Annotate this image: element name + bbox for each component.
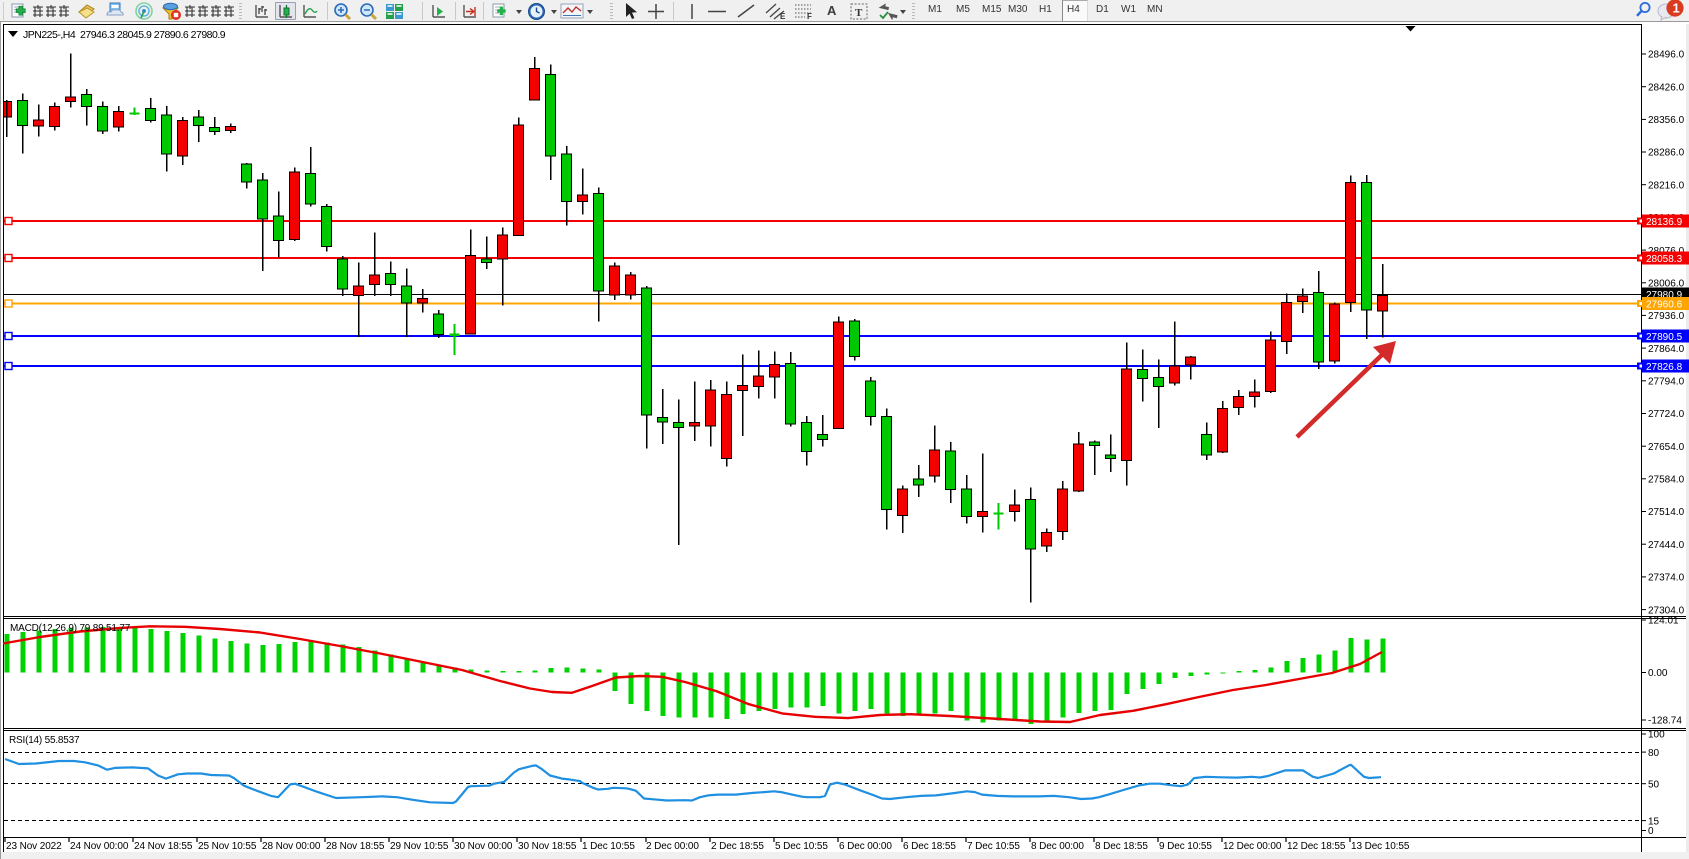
svg-text:27826.8: 27826.8 xyxy=(1646,362,1683,373)
svg-text:0.00: 0.00 xyxy=(1648,668,1668,679)
svg-text:9 Dec 10:55: 9 Dec 10:55 xyxy=(1159,841,1212,852)
svg-text:6 Dec 18:55: 6 Dec 18:55 xyxy=(903,841,956,852)
svg-text:50: 50 xyxy=(1648,779,1660,790)
svg-text:27794.0: 27794.0 xyxy=(1648,377,1685,388)
svg-text:12 Dec 00:00: 12 Dec 00:00 xyxy=(1223,841,1282,852)
svg-text:JPN225-,H4 27946.3 28045.9 27: JPN225-,H4 27946.3 28045.9 27890.6 27980… xyxy=(23,29,226,41)
svg-text:24 Nov 18:55: 24 Nov 18:55 xyxy=(134,841,193,852)
svg-text:MACD(12,26,9) 79.89 51.77: MACD(12,26,9) 79.89 51.77 xyxy=(10,623,131,634)
svg-text:25 Nov 10:55: 25 Nov 10:55 xyxy=(198,841,257,852)
svg-text:-128.74: -128.74 xyxy=(1648,716,1682,727)
svg-text:1 Dec 10:55: 1 Dec 10:55 xyxy=(582,841,635,852)
svg-text:27864.0: 27864.0 xyxy=(1648,344,1685,355)
svg-text:28006.0: 28006.0 xyxy=(1648,279,1685,290)
svg-text:28058.3: 28058.3 xyxy=(1646,254,1683,265)
svg-text:6 Dec 00:00: 6 Dec 00:00 xyxy=(839,841,892,852)
svg-text:15: 15 xyxy=(1648,816,1660,827)
svg-text:124.01: 124.01 xyxy=(1648,616,1679,627)
svg-text:27374.0: 27374.0 xyxy=(1648,573,1685,584)
svg-text:13 Dec 10:55: 13 Dec 10:55 xyxy=(1351,841,1410,852)
svg-text:T: T xyxy=(855,7,863,19)
svg-text:27584.0: 27584.0 xyxy=(1648,475,1685,486)
svg-text:27960.6: 27960.6 xyxy=(1646,299,1683,310)
svg-text:27980.9: 27980.9 xyxy=(1646,290,1683,301)
svg-text:2 Dec 00:00: 2 Dec 00:00 xyxy=(646,841,699,852)
svg-text:RSI(14) 55.8537: RSI(14) 55.8537 xyxy=(9,735,80,746)
svg-text:28496.0: 28496.0 xyxy=(1648,50,1685,61)
svg-text:80: 80 xyxy=(1648,748,1660,759)
svg-text:2 Dec 18:55: 2 Dec 18:55 xyxy=(711,841,764,852)
svg-text:24 Nov 00:00: 24 Nov 00:00 xyxy=(70,841,129,852)
svg-text:27724.0: 27724.0 xyxy=(1648,409,1685,420)
svg-text:23 Nov 2022: 23 Nov 2022 xyxy=(6,841,62,852)
svg-text:28 Nov 00:00: 28 Nov 00:00 xyxy=(262,841,321,852)
svg-text:28216.0: 28216.0 xyxy=(1648,180,1685,191)
svg-text:27890.5: 27890.5 xyxy=(1646,332,1683,343)
svg-text:28076.0: 28076.0 xyxy=(1648,246,1685,257)
svg-text:28 Nov 18:55: 28 Nov 18:55 xyxy=(326,841,385,852)
svg-text:1: 1 xyxy=(1673,1,1680,16)
svg-text:27304.0: 27304.0 xyxy=(1648,605,1685,616)
svg-text:27514.0: 27514.0 xyxy=(1648,507,1685,518)
svg-text:27444.0: 27444.0 xyxy=(1648,540,1685,551)
svg-text:5 Dec 10:55: 5 Dec 10:55 xyxy=(775,841,828,852)
svg-text:F: F xyxy=(807,12,812,20)
svg-text:28356.0: 28356.0 xyxy=(1648,115,1685,126)
svg-text:8 Dec 18:55: 8 Dec 18:55 xyxy=(1095,841,1148,852)
svg-text:30 Nov 18:55: 30 Nov 18:55 xyxy=(518,841,577,852)
svg-text:29 Nov 10:55: 29 Nov 10:55 xyxy=(390,841,449,852)
svg-text:28136.9: 28136.9 xyxy=(1646,217,1683,228)
svg-text:12 Dec 18:55: 12 Dec 18:55 xyxy=(1287,841,1346,852)
svg-text:8 Dec 00:00: 8 Dec 00:00 xyxy=(1031,841,1084,852)
svg-text:27654.0: 27654.0 xyxy=(1648,442,1685,453)
svg-text:28426.0: 28426.0 xyxy=(1648,82,1685,93)
svg-text:27936.0: 27936.0 xyxy=(1648,311,1685,322)
svg-text:0: 0 xyxy=(1648,826,1654,837)
svg-text:E: E xyxy=(780,12,786,20)
svg-text:30 Nov 00:00: 30 Nov 00:00 xyxy=(454,841,513,852)
svg-text:7 Dec 10:55: 7 Dec 10:55 xyxy=(967,841,1020,852)
svg-text:28286.0: 28286.0 xyxy=(1648,148,1685,159)
svg-text:100: 100 xyxy=(1648,730,1665,741)
